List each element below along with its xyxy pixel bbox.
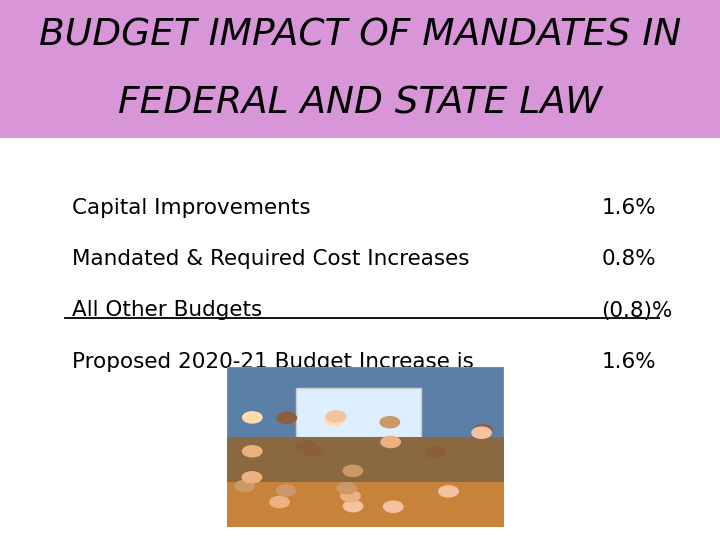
Circle shape	[337, 483, 356, 494]
Circle shape	[381, 436, 400, 448]
Text: BUDGET IMPACT OF MANDATES IN: BUDGET IMPACT OF MANDATES IN	[39, 17, 681, 53]
FancyBboxPatch shape	[0, 0, 720, 138]
FancyBboxPatch shape	[227, 478, 504, 526]
Text: 1.6%: 1.6%	[601, 352, 656, 372]
Circle shape	[235, 481, 254, 491]
Circle shape	[426, 447, 445, 458]
Circle shape	[243, 446, 262, 457]
Circle shape	[277, 412, 297, 423]
Text: Mandated & Required Cost Increases: Mandated & Required Cost Increases	[72, 249, 469, 269]
Circle shape	[384, 501, 403, 512]
Circle shape	[438, 486, 458, 497]
Text: 1.6%: 1.6%	[601, 198, 656, 218]
Circle shape	[326, 411, 346, 422]
Circle shape	[343, 501, 363, 512]
Text: All Other Budgets: All Other Budgets	[72, 300, 262, 321]
Circle shape	[343, 465, 363, 476]
Text: Capital Improvements: Capital Improvements	[72, 198, 310, 218]
Text: Proposed 2020-21 Budget Increase is: Proposed 2020-21 Budget Increase is	[72, 352, 474, 372]
Circle shape	[270, 496, 289, 508]
Text: (0.8)%: (0.8)%	[601, 300, 672, 321]
Text: FEDERAL AND STATE LAW: FEDERAL AND STATE LAW	[118, 86, 602, 122]
Text: 0.8%: 0.8%	[601, 249, 656, 269]
Circle shape	[276, 485, 296, 496]
FancyBboxPatch shape	[227, 367, 504, 526]
Circle shape	[341, 490, 360, 502]
Circle shape	[304, 446, 323, 456]
Circle shape	[473, 425, 492, 436]
Circle shape	[325, 414, 344, 425]
Circle shape	[295, 441, 315, 452]
Circle shape	[243, 412, 262, 423]
Circle shape	[242, 472, 261, 483]
FancyBboxPatch shape	[296, 388, 420, 444]
FancyBboxPatch shape	[227, 437, 504, 482]
Circle shape	[472, 427, 491, 438]
Circle shape	[380, 417, 400, 428]
